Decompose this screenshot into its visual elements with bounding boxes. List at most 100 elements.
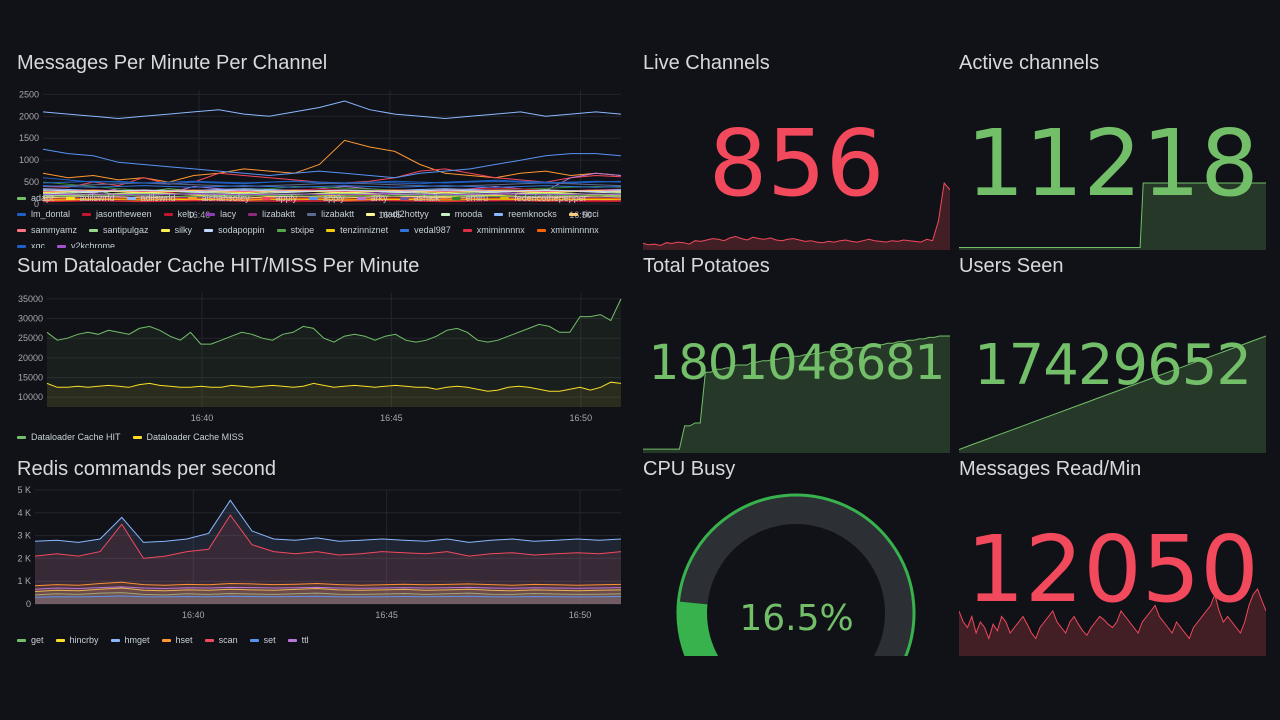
panel-live-channels[interactable]: Live Channels 856 bbox=[643, 52, 950, 250]
series-line[interactable] bbox=[42, 192, 622, 196]
series-line[interactable] bbox=[34, 586, 622, 590]
series-line[interactable] bbox=[34, 595, 622, 598]
series-line[interactable] bbox=[42, 100, 622, 120]
legend-item[interactable]: lacy bbox=[206, 206, 236, 222]
legend-item[interactable]: scan bbox=[204, 632, 238, 648]
x-tick-label: 16:40 bbox=[182, 610, 205, 620]
legend-item[interactable]: vedal987 bbox=[400, 222, 451, 238]
y-tick-label: 2500 bbox=[19, 89, 39, 99]
series-line[interactable] bbox=[34, 514, 622, 559]
y-tick-label: 2000 bbox=[19, 111, 39, 121]
messages-chart[interactable]: 0 500 1000 1500 2000 2500 16:40 16:45 16:50 bbox=[17, 86, 627, 226]
redis-chart[interactable]: 0 1 K 2 K 3 K 4 K 5 K 16:40 16:45 16:50 bbox=[17, 486, 627, 626]
series-line[interactable] bbox=[42, 189, 622, 193]
legend-item[interactable]: xmiminnnnx bbox=[536, 222, 599, 238]
legend-item[interactable]: mooda bbox=[440, 206, 482, 222]
y-tick-label: 3 K bbox=[17, 531, 31, 541]
legend-item[interactable]: silky bbox=[160, 222, 192, 238]
legend-item[interactable]: ricci bbox=[568, 206, 599, 222]
panel-redis-commands[interactable]: Redis commands per second 0 1 K 2 K 3 K 4 K 5… bbox=[17, 458, 627, 654]
panel-messages-read[interactable]: Messages Read/Min 12050 bbox=[959, 458, 1266, 656]
legend-item[interactable]: aishahsofey bbox=[187, 190, 250, 206]
legend-item[interactable]: y2kchrome bbox=[57, 238, 115, 248]
legend-item[interactable]: lizabaktt bbox=[248, 206, 295, 222]
legend-item[interactable]: lizabaktt bbox=[307, 206, 354, 222]
legend-swatch bbox=[65, 197, 75, 201]
series-line[interactable] bbox=[42, 195, 622, 199]
legend-swatch bbox=[163, 213, 173, 217]
legend-item[interactable]: arky bbox=[356, 190, 388, 206]
legend-swatch bbox=[82, 213, 92, 217]
legend-item[interactable]: Dataloader Cache MISS bbox=[132, 429, 244, 445]
x-tick-label: 16:50 bbox=[569, 610, 592, 620]
series-line[interactable] bbox=[42, 180, 622, 184]
series-line[interactable] bbox=[42, 197, 622, 200]
legend-swatch bbox=[366, 213, 376, 217]
legend-item[interactable]: apply bbox=[261, 190, 297, 206]
legend-item[interactable]: hincrby bbox=[55, 632, 99, 648]
messages-read-value: 12050 bbox=[966, 516, 1259, 623]
panel-active-channels[interactable]: Active channels 11218 bbox=[959, 52, 1266, 250]
legend-item[interactable]: emiru bbox=[451, 190, 488, 206]
series-line[interactable] bbox=[34, 592, 622, 596]
legend-item[interactable]: santipulgaz bbox=[89, 222, 149, 238]
legend-item[interactable]: jasontheween bbox=[82, 206, 152, 222]
legend-item[interactable]: reemknocks bbox=[494, 206, 557, 222]
legend-item[interactable]: ttl bbox=[287, 632, 309, 648]
legend-item[interactable]: Dataloader Cache HIT bbox=[17, 429, 121, 445]
series-line[interactable] bbox=[42, 193, 622, 196]
series-line[interactable] bbox=[34, 499, 622, 543]
messages-legend: adapt adilswrld adilswrld aishahsofey apply a… bbox=[17, 190, 627, 248]
legend-label: set bbox=[263, 635, 276, 645]
panel-dataloader-cache[interactable]: Sum Dataloader Cache HIT/MISS Per Minute… bbox=[17, 255, 627, 451]
legend-label: lizabaktt bbox=[262, 209, 296, 219]
series-line[interactable] bbox=[42, 185, 622, 188]
legend-item[interactable]: xqc bbox=[17, 238, 45, 248]
legend-item[interactable]: lm_dontal bbox=[17, 206, 70, 222]
dataloader-chart[interactable]: 10000 15000 20000 25000 30000 35000 16:40 16:45… bbox=[17, 289, 627, 429]
legend-swatch bbox=[500, 197, 510, 201]
legend-item[interactable]: federicothepepper bbox=[500, 190, 587, 206]
legend-swatch bbox=[536, 229, 546, 233]
series-line[interactable] bbox=[42, 148, 622, 179]
legend-swatch bbox=[55, 639, 65, 643]
series-line[interactable] bbox=[42, 190, 622, 194]
legend-item[interactable]: sodapoppin bbox=[204, 222, 265, 238]
panel-messages-per-minute[interactable]: Messages Per Minute Per Channel 0 500 1000… bbox=[17, 52, 627, 248]
legend-item[interactable]: hmget bbox=[110, 632, 150, 648]
legend-item[interactable]: madi2hottyy bbox=[366, 206, 429, 222]
legend-item[interactable]: adapt bbox=[17, 190, 54, 206]
panel-users-seen[interactable]: Users Seen 17429652 bbox=[959, 255, 1266, 453]
series-line[interactable] bbox=[34, 587, 622, 592]
legend-item[interactable]: get bbox=[17, 632, 44, 648]
legend-item[interactable]: kelo bbox=[163, 206, 194, 222]
legend-swatch bbox=[356, 197, 366, 201]
legend-label: arky bbox=[370, 193, 388, 203]
series-line[interactable] bbox=[42, 198, 622, 201]
legend-swatch bbox=[17, 213, 26, 217]
legend-item[interactable]: hset bbox=[161, 632, 193, 648]
series-line[interactable] bbox=[42, 194, 622, 198]
series-line[interactable] bbox=[42, 139, 622, 183]
panel-cpu-busy[interactable]: CPU Busy 16.5% bbox=[643, 458, 950, 658]
sparkline-line bbox=[643, 335, 950, 450]
legend-swatch bbox=[309, 197, 319, 201]
panel-total-potatoes[interactable]: Total Potatoes 1801048681 bbox=[643, 255, 950, 453]
series-line[interactable] bbox=[46, 298, 622, 345]
legend-item[interactable]: stxipe bbox=[276, 222, 314, 238]
legend-item[interactable]: adilswrld bbox=[65, 190, 115, 206]
legend-item[interactable]: xmiminnnnx bbox=[462, 222, 525, 238]
y-tick-label: 25000 bbox=[18, 333, 43, 343]
legend-item[interactable]: adilswrld bbox=[126, 190, 176, 206]
legend-item[interactable]: set bbox=[249, 632, 276, 648]
panel-title: Sum Dataloader Cache HIT/MISS Per Minute bbox=[17, 255, 420, 277]
legend-item[interactable]: apply bbox=[309, 190, 345, 206]
legend-item[interactable]: ashaik bbox=[399, 190, 440, 206]
legend-item[interactable]: sammyamz bbox=[17, 222, 77, 238]
legend-item[interactable]: tenzinniznet bbox=[326, 222, 388, 238]
y-tick-label: 10000 bbox=[18, 392, 43, 402]
series-line[interactable] bbox=[46, 381, 622, 392]
series-line[interactable] bbox=[42, 199, 622, 202]
series-line[interactable] bbox=[34, 581, 622, 587]
legend-label: hincrby bbox=[69, 635, 99, 645]
